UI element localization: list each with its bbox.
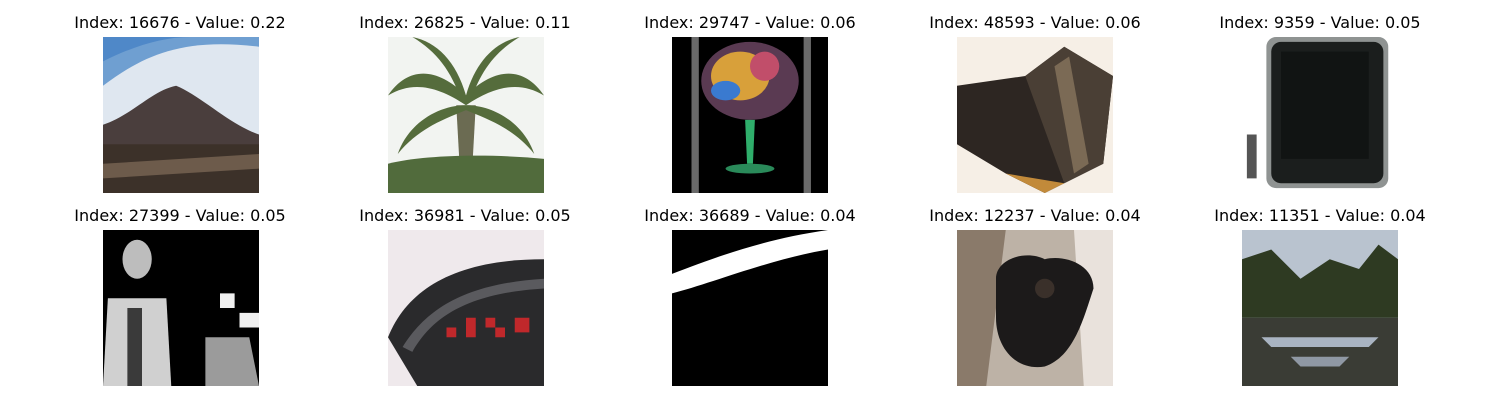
thumbnail-black-bear (957, 230, 1113, 386)
tile-title: Index: 27399 - Value: 0.05 (74, 206, 286, 225)
tile-title: Index: 12237 - Value: 0.04 (929, 206, 1141, 225)
tile-title: Index: 11351 - Value: 0.04 (1214, 206, 1426, 225)
thumbnail-lake (1242, 230, 1398, 386)
tile-title: Index: 26825 - Value: 0.11 (359, 13, 571, 32)
thumbnail-person-bw (103, 230, 259, 386)
thumbnail-mountain (103, 37, 259, 193)
thumbnail-glass-light (672, 37, 828, 193)
tile-title: Index: 29747 - Value: 0.06 (644, 13, 856, 32)
thumbnail-palm-tree (388, 37, 544, 193)
thumbnail-box (957, 37, 1113, 193)
tile-title: Index: 16676 - Value: 0.22 (74, 13, 286, 32)
thumbnail-alarm-clock (388, 230, 544, 386)
tile-title: Index: 36981 - Value: 0.05 (359, 206, 571, 225)
tile-title: Index: 9359 - Value: 0.05 (1219, 13, 1421, 32)
tile-title: Index: 48593 - Value: 0.06 (929, 13, 1141, 32)
thumbnail-television (1242, 37, 1398, 193)
thumbnail-dark-streak (672, 230, 828, 386)
tile-title: Index: 36689 - Value: 0.04 (644, 206, 856, 225)
